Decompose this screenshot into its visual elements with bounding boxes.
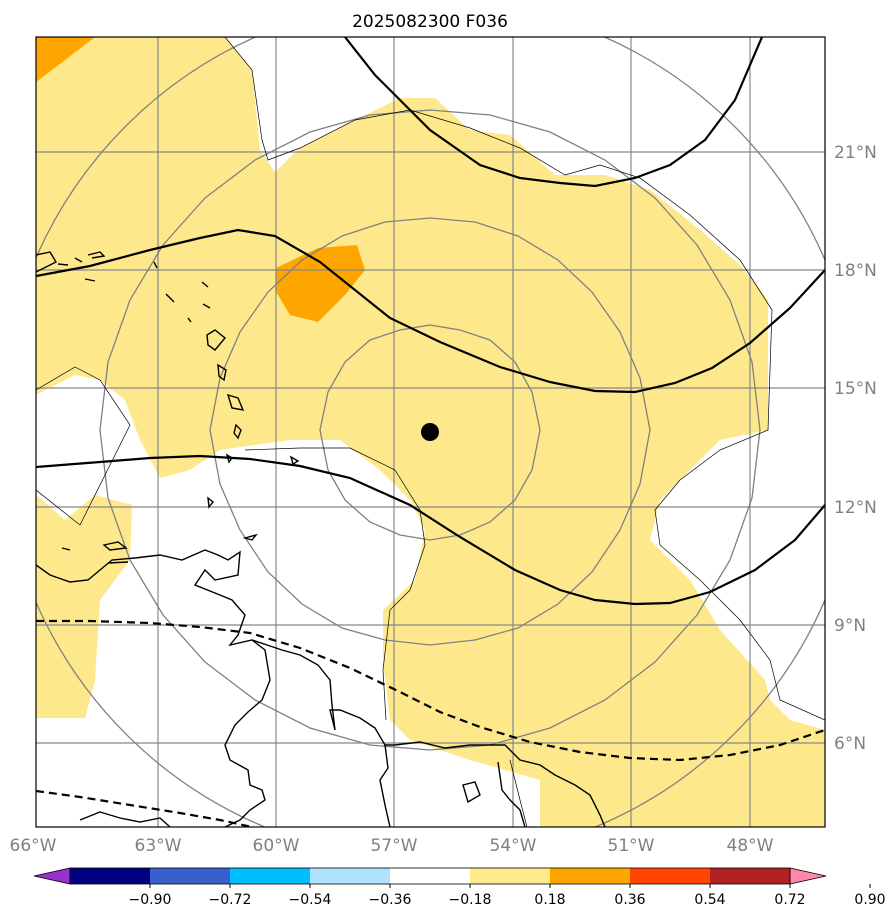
colorbar-tick-label: −0.36: [369, 892, 412, 908]
colorbar-swatch: [630, 868, 710, 884]
colorbar-swatch: [70, 868, 150, 884]
lat-tick-label: 6°N: [834, 734, 866, 754]
lon-tick-label: 51°W: [608, 836, 655, 856]
lat-tick-label: 9°N: [834, 616, 866, 636]
map-plot-area: [36, 37, 825, 827]
solid-contours: [36, 37, 825, 606]
colorbar-swatch: [390, 868, 470, 884]
colorbar-tick-label: −0.90: [129, 892, 172, 908]
colorbar-tick-label: 0.18: [534, 892, 565, 908]
dashed-contours: [36, 619, 825, 827]
lon-tick-label: 60°W: [253, 836, 300, 856]
lat-tick-labels: 21°N 18°N 15°N 12°N 9°N 6°N: [834, 143, 877, 754]
colorbar-extend-low: [33, 867, 71, 885]
range-rings: [36, 37, 825, 827]
colorbar-tick-label: 0.36: [614, 892, 645, 908]
colorbar-tick-label: 0.72: [774, 892, 805, 908]
gridlines: [36, 37, 825, 827]
lon-tick-label: 63°W: [135, 836, 182, 856]
colorbar-swatch: [710, 868, 790, 884]
boundaries: [36, 37, 825, 827]
map-title: 2025082300 F036: [352, 12, 508, 32]
colorbar-swatch: [150, 868, 230, 884]
field-region-high: [36, 37, 95, 82]
colorbar-tick-label: −0.18: [449, 892, 492, 908]
colorbar-tick-label: 0.54: [694, 892, 725, 908]
colorbar: −0.90 −0.72 −0.54 −0.36 −0.18 0.18 0.36 0.54 0.7…: [33, 867, 886, 908]
colorbar-swatch: [550, 868, 630, 884]
colorbar-tick-label: 0.90: [854, 892, 885, 908]
coastlines: [36, 251, 606, 827]
colorbar-swatch: [470, 868, 550, 884]
lat-tick-label: 15°N: [834, 379, 877, 399]
lon-tick-labels: 66°W 63°W 60°W 57°W 54°W 51°W 48°W: [10, 836, 774, 856]
lon-tick-label: 66°W: [10, 836, 57, 856]
lon-tick-label: 57°W: [371, 836, 418, 856]
lon-tick-label: 48°W: [727, 836, 774, 856]
lat-tick-label: 21°N: [834, 143, 877, 163]
storm-center-marker: [421, 423, 439, 441]
colorbar-frame: [69, 867, 791, 885]
colorbar-swatch: [230, 868, 310, 884]
map-frame: [35, 36, 826, 828]
colorbar-swatch: [310, 868, 390, 884]
lat-tick-label: 12°N: [834, 498, 877, 518]
colorbar-tick-label: −0.54: [289, 892, 332, 908]
lat-tick-label: 18°N: [834, 261, 877, 281]
lon-tick-label: 54°W: [490, 836, 537, 856]
colorbar-extend-high: [789, 867, 827, 885]
colorbar-tick-label: −0.72: [209, 892, 252, 908]
